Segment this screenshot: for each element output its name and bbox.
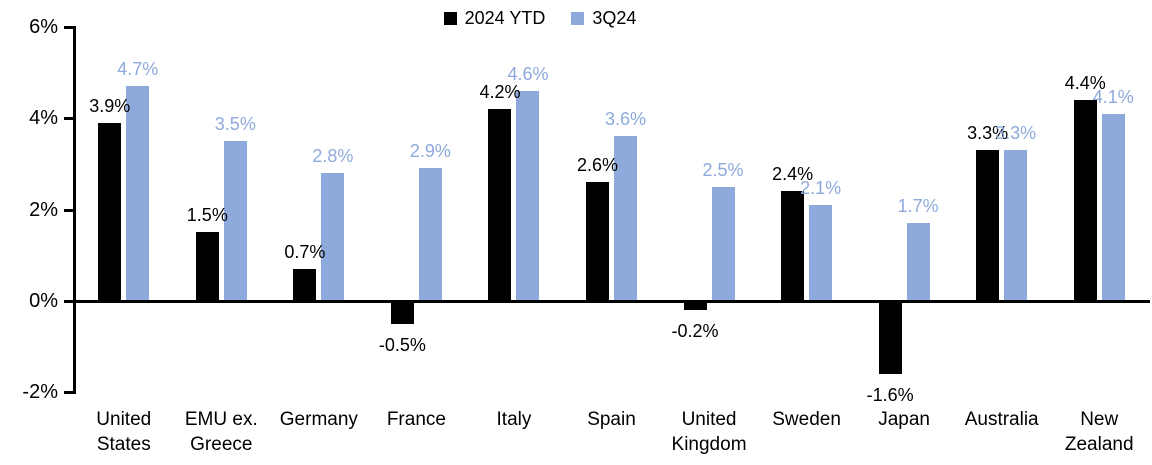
bar-2024-ytd: [293, 269, 317, 301]
x-axis-category-label: France: [386, 409, 446, 430]
legend-label-2024-ytd: 2024 YTD: [464, 8, 546, 28]
value-label: 2.5%: [702, 159, 744, 180]
value-label: 4.7%: [117, 59, 159, 80]
bar-2024-ytd: [390, 301, 414, 324]
bar-2024-ytd: [195, 232, 219, 301]
y-axis-tick-label: 0%: [29, 290, 58, 312]
bar-2024-ytd: [98, 122, 122, 301]
legend-item-3q24: 3Q24: [571, 8, 636, 29]
legend-swatch-3q24: [571, 12, 585, 25]
bar-2024-ytd: [488, 109, 512, 301]
value-label: -0.5%: [378, 334, 426, 355]
bar-2024-ytd: [976, 150, 1000, 301]
value-label: 2.6%: [576, 155, 619, 176]
bar-3q24: [614, 136, 637, 301]
bar-2024-ytd: [683, 301, 707, 311]
bar-2024-ytd: [1073, 99, 1097, 301]
bar-3q24: [516, 90, 540, 301]
value-label: 0.7%: [284, 242, 326, 262]
bar-3q24: [126, 86, 150, 301]
bar-3q24: [711, 186, 735, 301]
value-label: 2.4%: [772, 164, 814, 185]
x-axis-category-label: United Kingdom: [671, 409, 747, 455]
value-label: 3.5%: [214, 114, 256, 135]
bar-3q24: [1004, 150, 1028, 301]
x-axis-category-label: Australia: [964, 409, 1039, 430]
bar-3q24: [418, 168, 442, 301]
x-axis-category-label: Italy: [496, 409, 532, 430]
y-axis-tick-mark: [64, 208, 73, 212]
value-label: 4.4%: [1064, 72, 1106, 93]
bar-2024-ytd: [586, 182, 609, 301]
value-label: 1.7%: [897, 196, 939, 217]
legend-swatch-2024-ytd: [443, 12, 457, 25]
value-label: -1.6%: [866, 385, 914, 406]
y-axis-tick-label: 6%: [29, 15, 58, 38]
y-axis-line: [73, 25, 76, 395]
x-axis-category-label: Spain: [587, 409, 636, 430]
value-label: 3.3%: [967, 123, 1009, 144]
value-label: 4.6%: [507, 63, 549, 84]
x-axis-category-label: Sweden: [772, 409, 841, 430]
bar-3q24: [223, 141, 247, 301]
value-label: 4.1%: [1092, 86, 1134, 107]
value-label: 3.9%: [89, 95, 131, 116]
legend-label-3q24: 3Q24: [592, 8, 637, 28]
y-axis-tick-mark: [64, 391, 73, 395]
y-axis-tick-mark: [64, 117, 73, 121]
y-axis-tick-mark: [64, 300, 73, 303]
value-label: 2.9%: [409, 141, 451, 162]
legend-item-2024-ytd: 2024 YTD: [443, 8, 546, 29]
bar-3q24: [906, 223, 930, 301]
value-label: 4.2%: [479, 82, 521, 103]
y-axis-tick-mark: [64, 25, 73, 29]
bar-3q24: [1101, 113, 1125, 301]
x-axis-category-label: Germany: [279, 409, 358, 430]
y-axis-tick-label: -2%: [22, 381, 58, 404]
value-label: 3.6%: [604, 109, 647, 130]
bar-3q24: [321, 173, 345, 301]
bar-3q24: [809, 205, 833, 301]
bar-2024-ytd: [878, 301, 902, 375]
value-label: 2.8%: [312, 146, 354, 167]
value-label: -0.2%: [671, 321, 719, 342]
value-label: 2.1%: [800, 178, 842, 199]
x-axis-category-label: Japan: [878, 409, 931, 430]
x-axis-category-label: United States: [96, 409, 152, 455]
value-label: 3.3%: [995, 123, 1037, 144]
x-axis-category-label: New Zealand: [1064, 409, 1134, 455]
value-label: 1.5%: [186, 205, 228, 226]
x-axis-baseline: [73, 300, 1150, 303]
chart-legend: 2024 YTD 3Q24: [0, 8, 1080, 29]
y-axis-tick-label: 2%: [29, 198, 58, 221]
bar-2024-ytd: [781, 191, 805, 301]
x-axis-category-label: EMU ex. Greece: [184, 409, 258, 455]
y-axis-tick-label: 4%: [29, 107, 58, 130]
